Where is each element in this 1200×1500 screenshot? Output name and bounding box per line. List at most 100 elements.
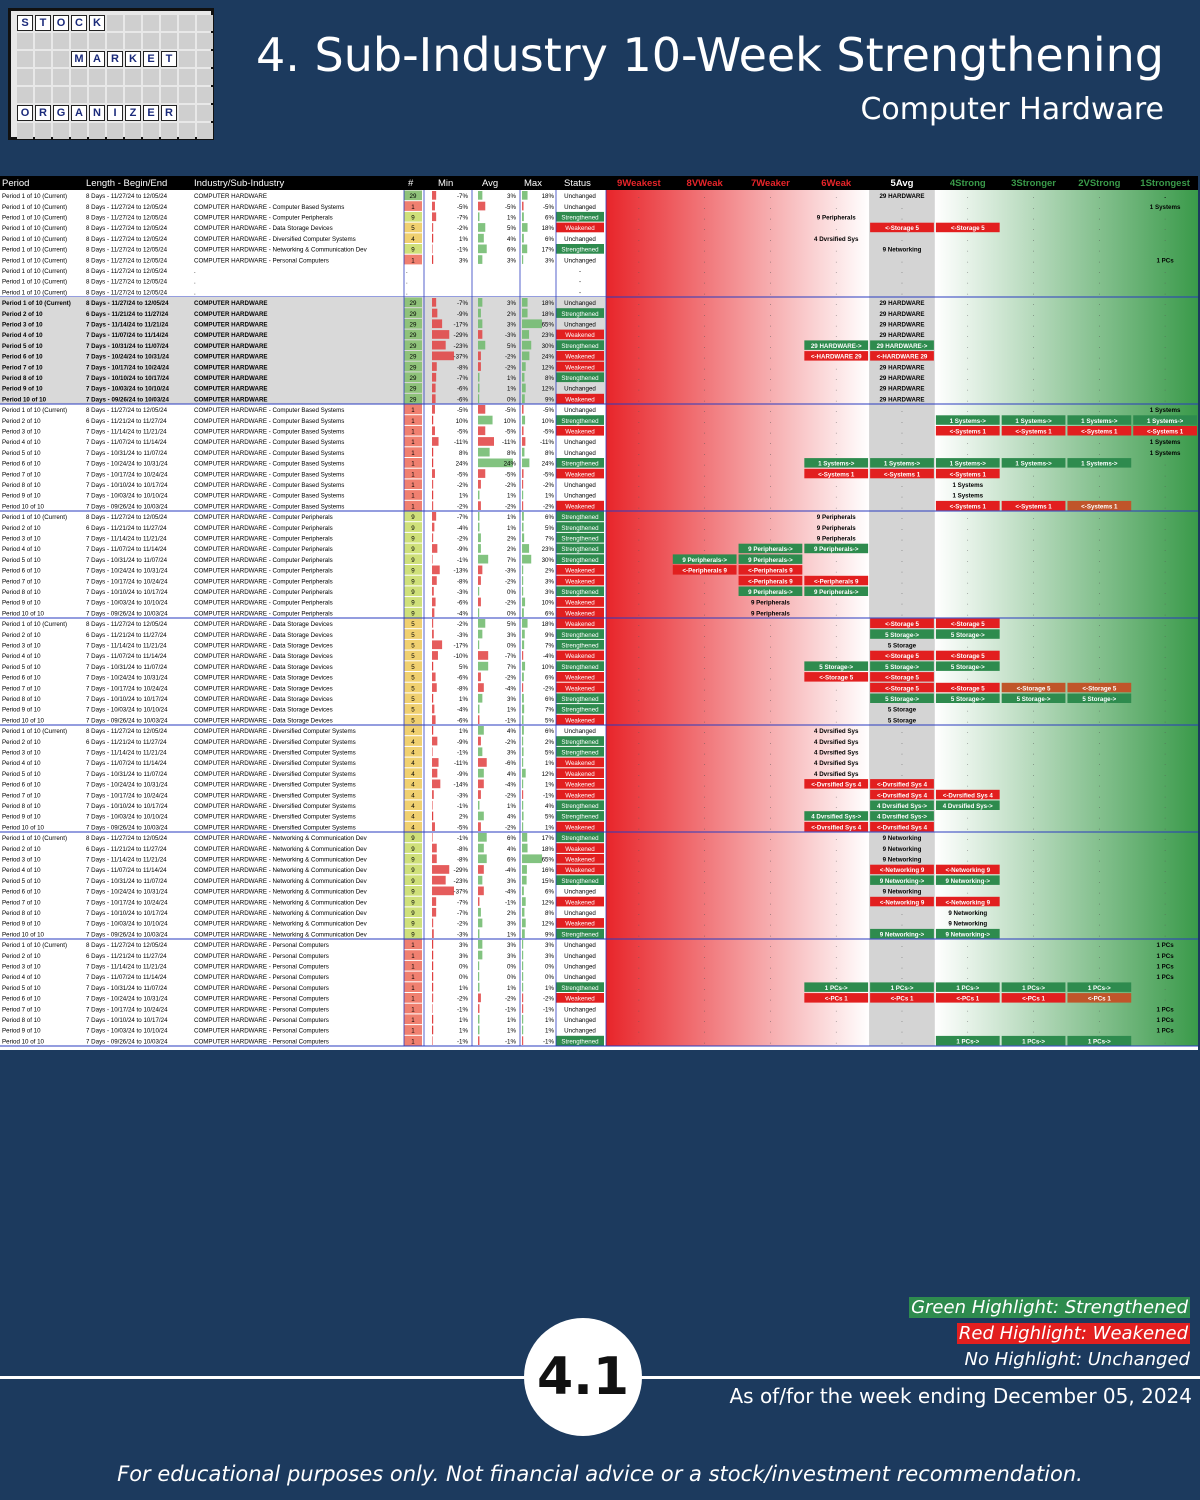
bucket-empty: .: [1033, 332, 1035, 339]
bucket-empty: .: [1033, 1006, 1035, 1013]
max-bar: [522, 929, 525, 938]
cell-industry: COMPUTER HARDWARE - Data Storage Devices: [194, 653, 333, 660]
bucket-empty: .: [638, 771, 640, 778]
cell-count: 5: [411, 643, 415, 650]
max-bar: [522, 715, 524, 724]
count-cell-bg: [404, 297, 422, 308]
max-bar: [522, 191, 528, 200]
bucket-empty: .: [901, 514, 903, 521]
cell-industry: COMPUTER HARDWARE - Diversified Computer…: [194, 760, 356, 767]
avg-bar: [478, 330, 483, 339]
bucket-empty: .: [704, 193, 706, 200]
cell-avg: 3%: [507, 878, 516, 885]
avg-bar: [478, 629, 483, 639]
bucket-empty: .: [1164, 322, 1166, 329]
avg-bar: [478, 223, 486, 232]
bucket-empty: .: [704, 407, 706, 414]
cell-period: Period 10 of 10: [2, 396, 47, 403]
bucket-label: <-Systems 1: [950, 429, 987, 436]
bucket-empty: .: [967, 311, 969, 318]
count-cell-bg: [404, 618, 422, 629]
status-bg: [556, 565, 604, 575]
min-bar: [432, 726, 434, 735]
avg-bar: [478, 426, 486, 436]
status-bg: [556, 779, 604, 789]
bucket-label: <-Systems 1: [884, 471, 921, 478]
bucket-empty: .: [638, 407, 640, 414]
bucket-empty: .: [770, 311, 772, 318]
bucket-empty: .: [704, 1028, 706, 1035]
bucket-empty: .: [1098, 899, 1100, 906]
min-bar: [432, 1014, 434, 1024]
max-bar: [522, 854, 542, 864]
cell-min: -1%: [457, 557, 469, 564]
disclaimer: For educational purposes only. Not finan…: [117, 1462, 1083, 1486]
cell-min: -6%: [457, 600, 469, 607]
bucket-empty: .: [1164, 803, 1166, 810]
cell-length: 8 Days - 11/27/24 to 12/05/24: [86, 257, 168, 264]
cell-max: 6%: [545, 728, 554, 735]
column-header-bucket: 6Weak: [821, 178, 852, 189]
cell-max: 23%: [542, 546, 555, 553]
cell-count: 1: [411, 1017, 415, 1024]
bucket-empty: .: [967, 824, 969, 831]
cell-count: 9: [411, 600, 415, 607]
cell-period: Period 1 of 10 (Current): [2, 236, 67, 243]
cell-length: 8 Days - 11/27/24 to 12/05/24: [86, 407, 168, 414]
bucket-label: 1 PCs->: [1088, 985, 1111, 992]
block-shade: [0, 297, 606, 404]
max-bar: [522, 362, 526, 371]
bucket-empty: .: [704, 942, 706, 949]
cell-avg: 7%: [507, 664, 516, 671]
bucket-empty: .: [638, 236, 640, 243]
logo-background-tile: [53, 123, 69, 139]
max-bar: [522, 833, 528, 842]
cell-industry: COMPUTER HARDWARE - Personal Computers: [194, 953, 329, 960]
bucket-empty: .: [967, 814, 969, 821]
avg-bar: [478, 865, 484, 874]
bucket-empty: .: [1033, 803, 1035, 810]
bucket-empty: .: [638, 396, 640, 403]
max-bar: [522, 351, 530, 361]
bucket-empty: .: [704, 396, 706, 403]
cell-max: 12%: [542, 771, 555, 778]
bucket-empty: .: [1164, 471, 1166, 478]
count-cell-bg: [404, 629, 422, 639]
max-bar: [522, 619, 528, 628]
avg-bar: [478, 191, 483, 200]
bucket-label: 1 Systems->: [1081, 461, 1118, 468]
bucket-empty: .: [770, 889, 772, 896]
count-cell-bg: [404, 468, 422, 479]
bucket-empty: .: [1033, 728, 1035, 735]
min-bar: [432, 661, 434, 671]
cell-status: Weakened: [565, 824, 595, 831]
bucket-empty: .: [704, 985, 706, 992]
cell-count: 1: [411, 1038, 415, 1045]
bucket-empty: .: [704, 322, 706, 329]
status-bg: [556, 928, 604, 939]
logo-letter: K: [125, 51, 141, 67]
avg-bar: [478, 340, 486, 350]
bucket-empty: .: [704, 867, 706, 874]
bucket-empty: .: [1098, 364, 1100, 371]
cell-status: Strengthened: [561, 803, 599, 810]
cell-length: 7 Days - 09/26/24 to 10/03/24: [86, 1038, 168, 1045]
cell-min: -8%: [457, 857, 469, 864]
cell-length: 6 Days - 11/21/24 to 11/27/24: [86, 953, 167, 960]
bucket-label: 4 Dvrsified Sys->: [877, 814, 927, 821]
cell-max: -5%: [543, 204, 555, 211]
bucket-empty: .: [1033, 931, 1035, 938]
bucket-empty: .: [1098, 225, 1100, 232]
bucket-empty: .: [1098, 375, 1100, 382]
avg-bar: [478, 672, 481, 682]
cell-industry: COMPUTER HARDWARE - Networking & Communi…: [194, 899, 368, 906]
bucket-empty: .: [1033, 921, 1035, 928]
bucket-empty: .: [770, 386, 772, 393]
bucket-empty: .: [638, 792, 640, 799]
cell-length: 8 Days - 11/27/24 to 12/05/24: [86, 289, 168, 296]
cell-industry: COMPUTER HARDWARE - Networking & Communi…: [194, 889, 368, 896]
bucket-highlight: [804, 351, 869, 361]
bucket-label: 1 PCs->: [891, 985, 914, 992]
avg-bar: [478, 918, 483, 928]
